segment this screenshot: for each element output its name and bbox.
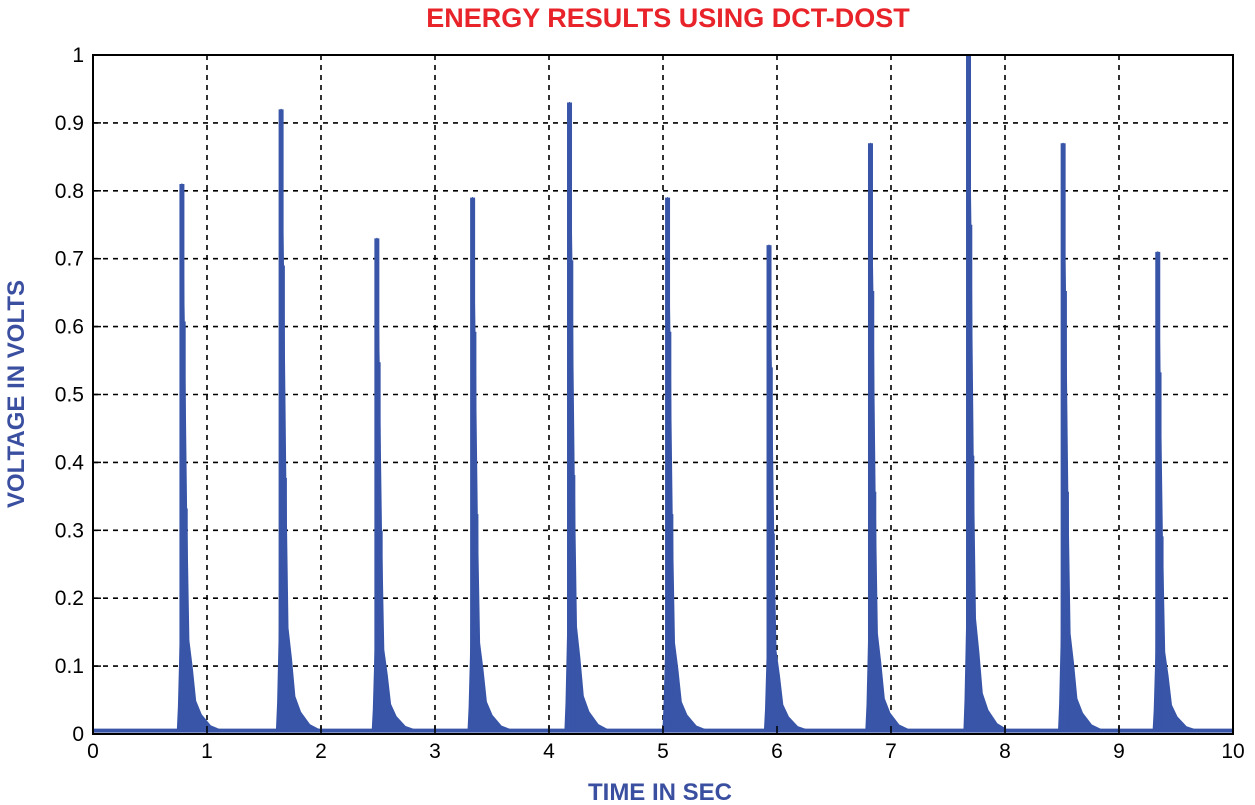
y-tick-label: 0.6 [55,316,84,339]
spike [275,108,322,732]
chart-title: ENERGY RESULTS USING DCT-DOST [426,3,910,33]
y-tick-label: 0 [72,723,84,746]
y-tick-label: 0.1 [55,655,84,678]
spike [1057,142,1104,732]
x-tick-label: 9 [1113,740,1125,763]
y-tick-label: 1 [72,44,84,67]
x-tick-label: 2 [315,740,327,763]
spike [176,183,223,732]
y-tick-label: 0.7 [55,248,84,271]
x-tick-label: 7 [885,740,897,763]
x-ticks: 0 1 2 3 4 5 6 7 8 9 10 [87,726,1245,763]
y-tick-label: 0.8 [55,180,84,203]
y-tick-label: 0.9 [55,112,84,135]
x-tick-label: 1 [201,740,213,763]
spike [865,142,911,732]
x-tick-label: 4 [543,740,555,763]
spike [662,197,709,732]
y-tick-label: 0.2 [55,587,84,610]
x-tick-label: 8 [999,740,1011,763]
spike [371,237,418,732]
y-tick-label: 0.4 [55,451,85,474]
y-tick-label: 0.5 [55,384,84,407]
spike [763,244,810,732]
y-tick-label: 0.3 [55,519,84,542]
y-ticks: 0 0.1 0.2 0.3 0.4 0.5 0.6 0.7 0.8 0.9 1 [55,44,101,746]
x-axis-label: TIME IN SEC [588,779,732,805]
x-tick-label: 3 [429,740,441,763]
x-tick-label: 5 [657,740,669,763]
x-tick-label: 6 [771,740,783,763]
spike [564,101,610,732]
x-tick-label: 0 [87,740,99,763]
spike [963,54,1009,732]
x-tick-label: 10 [1221,740,1244,763]
spike [467,197,514,732]
y-axis-label: VOLTAGE IN VOLTS [3,280,30,508]
spike [1152,251,1199,732]
